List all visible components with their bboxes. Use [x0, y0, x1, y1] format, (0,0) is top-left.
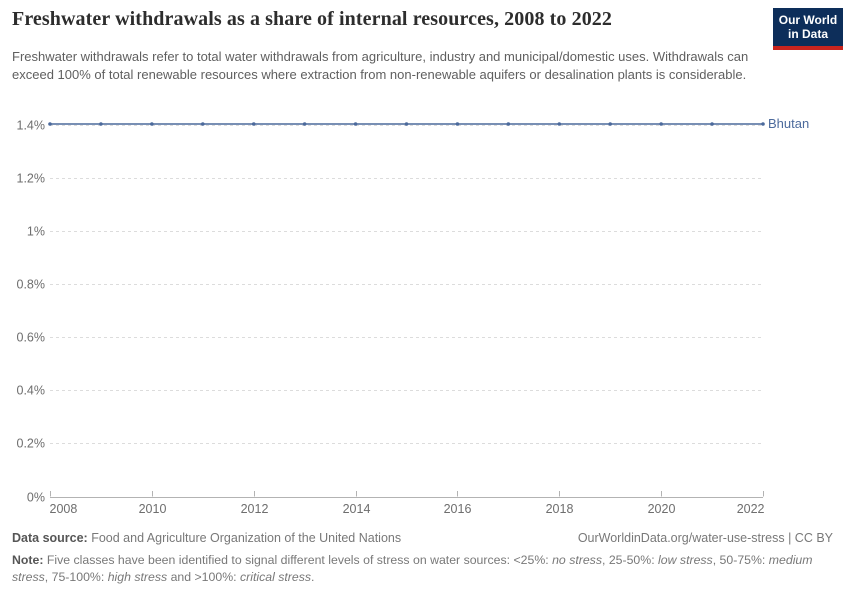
note-plain-text: , 50-75%:: [712, 553, 769, 567]
x-axis-tick-label: 2016: [444, 502, 472, 516]
note-text: Five classes have been identified to sig…: [12, 553, 813, 584]
line-chart: 0% 0.2% 0.4% 0.6% 0.8% 1% 1.2% 1.4% 2008 2010 2012…: [17, 116, 810, 516]
entity-label: Bhutan: [768, 116, 809, 131]
note-plain-text: and >100%:: [167, 570, 240, 584]
y-axis-tick-label: 1.4%: [17, 119, 46, 133]
data-point-marker: [608, 122, 613, 126]
owid-logo: Our World in Data: [773, 8, 843, 50]
x-axis-tick-label: 2022: [737, 502, 765, 516]
data-point-marker: [200, 122, 205, 126]
note-italic-term: low stress: [658, 553, 713, 567]
y-axis-tick-label: 1%: [27, 225, 45, 239]
x-axis-tick-label: 2010: [139, 502, 167, 516]
source-row: Data source: Food and Agriculture Organi…: [12, 531, 833, 545]
data-point-marker: [251, 122, 256, 126]
data-point-marker: [761, 122, 765, 126]
data-point-marker: [99, 122, 103, 126]
note-plain-text: Five classes have been identified to sig…: [43, 553, 553, 567]
x-axis-tick-label: 2014: [343, 502, 371, 516]
y-axis-tick-label: 0%: [27, 491, 45, 505]
note-italic-term: medium stress: [12, 553, 813, 584]
citation-link[interactable]: OurWorldinData.org/water-use-stress | CC…: [577, 531, 833, 545]
note-plain-text: .: [311, 570, 315, 584]
note-plain-text: , 25-50%:: [601, 553, 659, 567]
page-title: Freshwater withdrawals as a share of int…: [12, 8, 613, 30]
note-plain-text: , 75-100%:: [44, 570, 108, 584]
data-point-marker: [404, 122, 409, 126]
data-point-marker: [710, 122, 714, 126]
data-source-label: Data source:: [12, 531, 88, 545]
y-axis-tick-label: 0.4%: [17, 384, 46, 398]
y-axis-tick-label: 1.2%: [17, 172, 46, 186]
data-point-marker: [48, 122, 52, 126]
x-axis-tick-label: 2018: [546, 502, 574, 516]
data-point-marker: [506, 122, 511, 126]
note-italic-term: critical stress: [239, 570, 312, 584]
data-point-marker: [353, 122, 358, 126]
y-axis-tick-label: 0.2%: [17, 437, 46, 451]
x-axis-tick-label: 2008: [50, 502, 78, 516]
logo-text-line1: Our World: [778, 13, 838, 27]
y-axis-tick-label: 0.8%: [17, 278, 46, 292]
data-point-marker: [557, 122, 562, 126]
data-source-text: Food and Agriculture Organization of the…: [87, 531, 402, 545]
x-axis-tick-label: 2012: [241, 502, 269, 516]
note-italic-term: no stress: [552, 553, 602, 567]
data-source: Data source: Food and Agriculture Organi…: [12, 531, 401, 545]
chart-footer: Data source: Food and Agriculture Organi…: [12, 531, 833, 586]
logo-text-line2: in Data: [787, 26, 828, 41]
data-point-marker: [150, 122, 154, 126]
chart-subtitle: Freshwater withdrawals refer to total wa…: [12, 49, 749, 82]
chart-note: Note: Five classes have been identified …: [12, 552, 833, 586]
x-axis-tick-label: 2020: [648, 502, 676, 516]
data-point-marker: [659, 122, 663, 126]
note-label: Note:: [12, 553, 44, 567]
data-point-marker: [455, 122, 460, 126]
y-axis-tick-label: 0.6%: [17, 331, 46, 345]
note-italic-term: high stress: [107, 570, 168, 584]
data-point-marker: [302, 122, 307, 126]
